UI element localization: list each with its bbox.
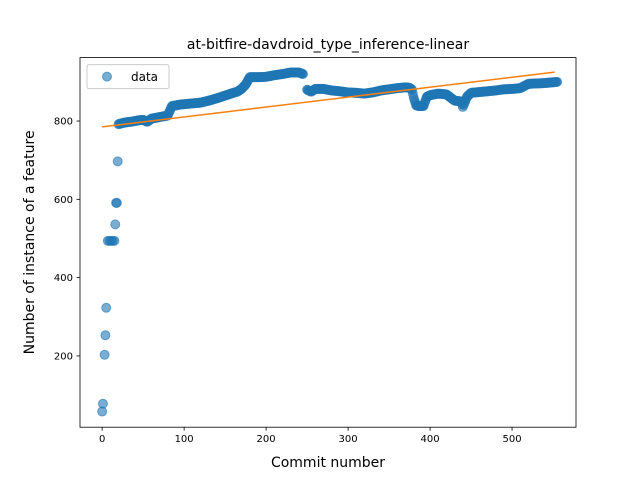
y-axis-label: Number of instance of a feature [22,130,38,354]
data-points-layer [97,67,563,417]
x-tick-label: 400 [421,434,440,445]
y-tick-label: 600 [54,195,73,206]
x-axis-ticks: 0 100 200 300 400 500 [99,427,522,445]
x-axis-label: Commit number [271,455,385,471]
chart-title: at-bitfire-davdroid_type_inference-linea… [187,37,469,53]
data-point [111,197,122,208]
plot-frame [79,57,577,428]
legend: data [86,64,170,90]
data-point [110,219,121,230]
x-tick-label: 0 [99,434,105,445]
data-point [112,156,123,167]
x-tick-label: 200 [257,434,276,445]
data-point [552,76,563,87]
legend-box [86,64,170,90]
legend-label-data: data [131,70,158,84]
fit-line [102,71,555,128]
y-tick-label: 800 [54,117,73,128]
legend-marker [102,71,112,82]
data-point [109,235,120,246]
x-tick-label: 100 [175,434,194,445]
y-tick-label: 400 [54,273,73,284]
data-point [97,398,108,409]
y-axis-ticks: 200 400 600 800 [54,117,80,362]
y-tick-label: 200 [54,351,73,362]
data-point [100,330,111,341]
data-point [99,349,110,360]
data-point [298,69,308,80]
x-tick-label: 500 [503,434,522,445]
x-tick-label: 300 [339,434,358,445]
fit-line-layer [102,71,555,128]
data-point [101,302,112,313]
